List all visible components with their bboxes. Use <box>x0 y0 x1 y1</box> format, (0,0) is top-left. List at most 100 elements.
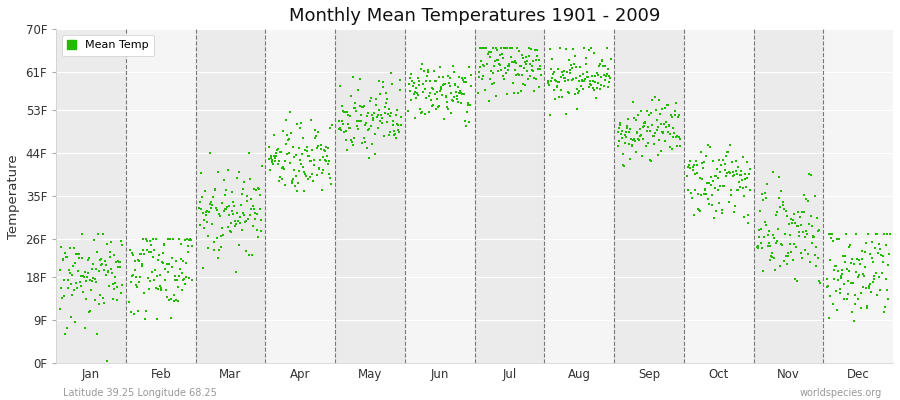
Point <box>420 66 435 73</box>
Point <box>854 305 868 312</box>
Point <box>356 140 370 146</box>
Point <box>694 149 708 155</box>
Point <box>552 94 566 100</box>
Point <box>626 136 641 142</box>
Point <box>463 102 477 109</box>
Point <box>379 90 393 96</box>
Point <box>515 72 529 79</box>
Point <box>252 186 266 192</box>
Point <box>194 206 209 212</box>
Point <box>727 209 742 215</box>
Point <box>206 239 220 246</box>
Point <box>836 253 850 259</box>
Point <box>559 111 573 117</box>
Point <box>565 64 580 71</box>
Point <box>868 276 882 282</box>
Point <box>444 110 458 116</box>
Point <box>656 130 670 136</box>
Point <box>762 228 777 234</box>
Point <box>103 248 117 255</box>
Point <box>361 127 375 133</box>
Point <box>770 238 785 244</box>
Point <box>368 131 382 137</box>
Point <box>800 231 814 237</box>
Point <box>299 172 313 179</box>
Point <box>57 277 71 283</box>
Point <box>441 72 455 79</box>
Point <box>705 202 719 208</box>
Point <box>491 57 506 64</box>
Point <box>274 149 288 155</box>
Point <box>90 249 104 255</box>
Point <box>182 274 196 281</box>
Point <box>851 274 866 280</box>
Point <box>519 58 534 65</box>
Point <box>72 250 86 257</box>
Point <box>566 76 580 82</box>
Point <box>554 74 569 80</box>
Point <box>298 171 312 178</box>
Point <box>555 69 570 76</box>
Point <box>135 263 149 270</box>
Bar <box>56 29 126 363</box>
Point <box>126 252 140 258</box>
Point <box>320 153 334 159</box>
Point <box>287 154 302 160</box>
Point <box>543 112 557 118</box>
Point <box>393 77 408 83</box>
Point <box>218 205 232 212</box>
Point <box>431 104 446 110</box>
Point <box>210 235 224 241</box>
Point <box>243 176 257 182</box>
Point <box>526 88 541 95</box>
Point <box>500 91 514 98</box>
Point <box>93 292 107 298</box>
Point <box>319 158 333 164</box>
Point <box>292 125 307 131</box>
Point <box>506 80 520 86</box>
Point <box>445 90 459 96</box>
Point <box>424 97 438 104</box>
Point <box>681 187 696 194</box>
Point <box>333 82 347 89</box>
Point <box>802 171 816 178</box>
Point <box>180 236 194 242</box>
Point <box>769 239 783 246</box>
Point <box>446 63 460 69</box>
Point <box>405 78 419 84</box>
Point <box>577 78 591 84</box>
Point <box>623 126 637 132</box>
Point <box>475 62 490 68</box>
Point <box>222 228 237 234</box>
Point <box>63 245 77 252</box>
Point <box>669 134 683 141</box>
Point <box>250 233 265 240</box>
Point <box>414 110 428 116</box>
Point <box>720 170 734 177</box>
Point <box>549 78 563 84</box>
Point <box>224 208 238 214</box>
Point <box>216 176 230 183</box>
Point <box>576 86 590 92</box>
Point <box>80 274 94 280</box>
Point <box>208 186 222 193</box>
Point <box>828 263 842 269</box>
Point <box>666 134 680 140</box>
Point <box>367 109 382 116</box>
Point <box>148 277 162 283</box>
Point <box>128 258 142 264</box>
Point <box>244 196 258 202</box>
Point <box>351 126 365 132</box>
Point <box>298 147 312 153</box>
Point <box>388 131 402 137</box>
Point <box>275 165 290 172</box>
Point <box>551 66 565 72</box>
Point <box>154 285 168 292</box>
Point <box>172 236 186 242</box>
Point <box>204 221 219 227</box>
Point <box>230 175 244 181</box>
Point <box>826 276 841 282</box>
Point <box>574 78 589 84</box>
Point <box>544 56 559 62</box>
Point <box>593 60 608 67</box>
